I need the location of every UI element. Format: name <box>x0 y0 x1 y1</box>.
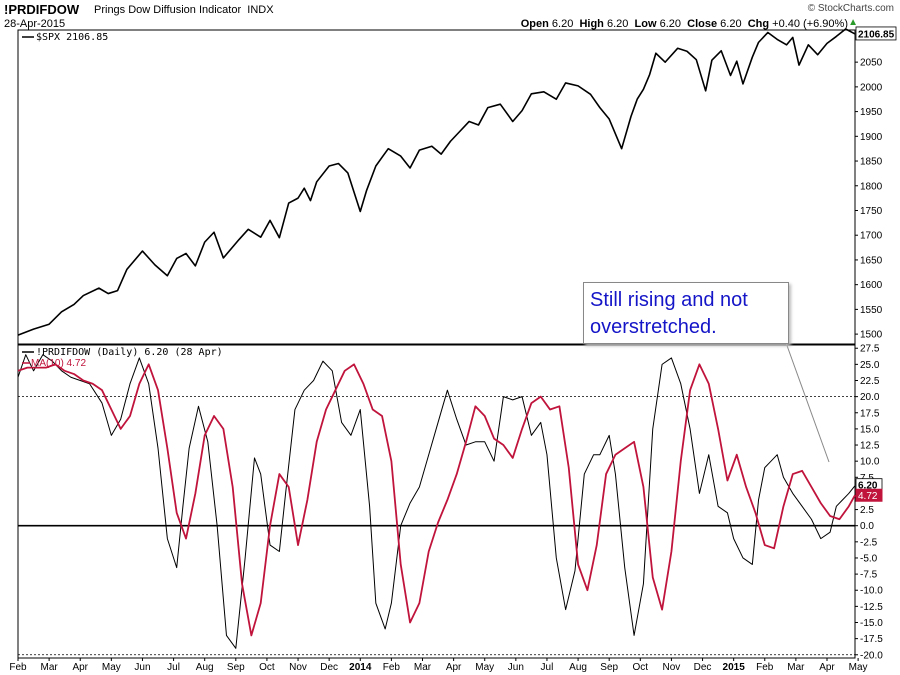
x-tick-label: Jun <box>134 662 150 673</box>
x-tick-label: Jul <box>167 662 180 673</box>
indicator-tick-label: 22.5 <box>860 376 880 387</box>
indicator-tick-label: 15.0 <box>860 424 880 435</box>
x-tick-label: May <box>102 662 121 673</box>
spx-price-line <box>17 28 856 336</box>
price-tick-label: 1900 <box>860 132 883 143</box>
price-tick-label: 1550 <box>860 305 883 316</box>
indicator-frame <box>17 344 856 659</box>
x-tick-label: Dec <box>694 662 712 673</box>
price-tick-label: 2000 <box>860 82 883 93</box>
indicator-tick-label: 27.5 <box>860 344 880 355</box>
x-tick-label: Jun <box>508 662 524 673</box>
annotation-pointer <box>784 339 830 463</box>
spx-legend-label: $SPX 2106.85 <box>36 32 108 43</box>
exchange-label: INDX <box>247 4 274 16</box>
prdifdow-line <box>17 354 856 649</box>
x-tick-label: May <box>475 662 494 673</box>
ticker-symbol: !PRDIFDOW <box>4 2 80 17</box>
price-tick-label: 1750 <box>860 206 883 217</box>
annotation-box: Still rising and not overstretched. <box>583 282 789 344</box>
x-tick-label: Mar <box>787 662 805 673</box>
price-tick-label: 2050 <box>860 58 883 69</box>
spx-last-value-label: 2106.85 <box>858 29 895 40</box>
price-tick-label: 1650 <box>860 255 883 266</box>
indicator-tick-label: -17.5 <box>860 634 883 645</box>
brand-label: © StockCharts.com <box>807 3 894 14</box>
ma10-line <box>17 363 856 637</box>
x-tick-label: Aug <box>569 662 587 673</box>
ma10-last-value-box <box>855 488 883 502</box>
indicator-tick-label: -2.5 <box>860 537 878 548</box>
price-tick-label: 1500 <box>860 330 883 341</box>
x-tick-label: Apr <box>446 662 462 673</box>
ma10-last-value-label: 4.72 <box>858 491 878 502</box>
x-tick-label: Feb <box>9 662 27 673</box>
price-tick-label: 1800 <box>860 181 883 192</box>
x-tick-label: Feb <box>756 662 774 673</box>
ma10-legend-label: MA(10) 4.72 <box>31 358 86 369</box>
x-tick-label: Jul <box>541 662 554 673</box>
x-tick-label: Sep <box>227 662 245 673</box>
spx-last-value-box <box>855 26 897 41</box>
indicator-tick-label: 20.0 <box>860 392 880 403</box>
indicator-tick-label: 12.5 <box>860 441 880 452</box>
x-tick-label: May <box>849 662 868 673</box>
x-tick-label: Dec <box>320 662 338 673</box>
x-tick-label: Mar <box>40 662 58 673</box>
indicator-tick-label: 17.5 <box>860 408 880 419</box>
indicator-tick-label: 0.0 <box>860 521 874 532</box>
indicator-last-value-label: 6.20 <box>858 481 878 492</box>
indicator-tick-label: -10.0 <box>860 586 883 597</box>
x-axis: Feb Mar Apr May Jun Jul Aug Sep Oct Nov Dec 2014 Feb… <box>9 658 868 673</box>
price-tick-label: 1700 <box>860 231 883 242</box>
x-tick-label: 2014 <box>349 662 372 673</box>
price-tick-label: 1600 <box>860 280 883 291</box>
x-tick-label: Mar <box>414 662 432 673</box>
x-tick-label: 2015 <box>723 662 746 673</box>
price-tick-label: 1950 <box>860 107 883 118</box>
x-tick-label: Nov <box>663 662 681 673</box>
x-tick-label: Apr <box>72 662 88 673</box>
price-frame <box>17 29 856 345</box>
x-tick-label: Sep <box>600 662 618 673</box>
x-tick-label: Oct <box>633 662 649 673</box>
indicator-tick-label: -5.0 <box>860 553 878 564</box>
indicator-tick-label: 2.5 <box>860 505 874 516</box>
indicator-tick-label: 10.0 <box>860 457 880 468</box>
x-tick-label: Apr <box>819 662 835 673</box>
prdifdow-legend-label: !PRDIFDOW (Daily) 6.20 (28 Apr) <box>36 347 223 358</box>
indicator-tick-label: -20.0 <box>860 650 883 661</box>
indicator-tick-label: 25.0 <box>860 360 880 371</box>
x-tick-label: Aug <box>196 662 214 673</box>
price-panel: 1500 1550 1600 1650 1700 1750 1800 1850 1900 1950… <box>17 26 897 345</box>
price-tick-label: 1850 <box>860 157 883 168</box>
indicator-name: Prings Dow Diffusion Indicator INDX <box>94 4 274 16</box>
up-arrow-icon: ▲ <box>848 17 858 28</box>
x-tick-label: Oct <box>259 662 275 673</box>
chart-date: 28-Apr-2015 <box>4 18 66 30</box>
indicator-tick-label: -15.0 <box>860 618 883 629</box>
indicator-panel: -20.0 -17.5 -15.0 -12.5 -10.0 -7.5 -5.0 -2.5 0.0… <box>17 339 883 661</box>
x-tick-label: Feb <box>383 662 401 673</box>
x-tick-label: Nov <box>289 662 307 673</box>
quote-summary: Open 6.20 High 6.20 Low 6.20 Close 6.20 … <box>520 18 848 30</box>
indicator-tick-label: -7.5 <box>860 570 878 581</box>
indicator-tick-label: -12.5 <box>860 602 883 613</box>
